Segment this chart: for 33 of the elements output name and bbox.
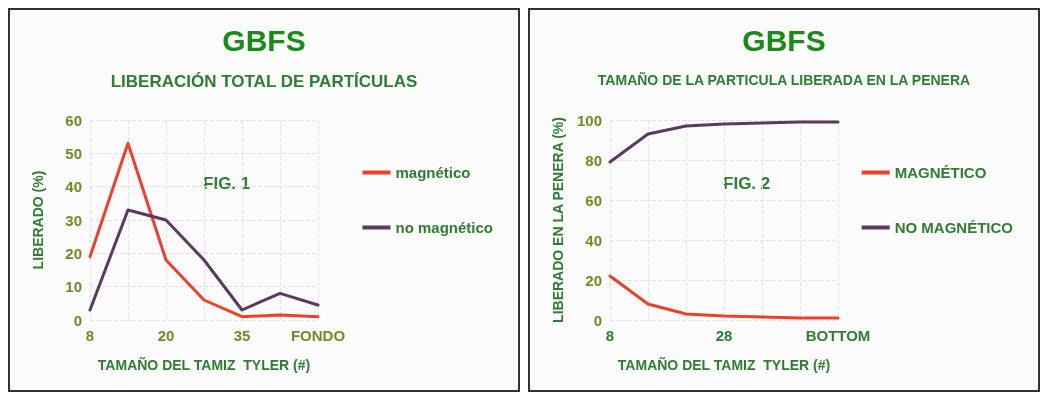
- y-tick-label: 40: [65, 178, 82, 196]
- y-tick-label: 0: [593, 311, 602, 329]
- x-tick-label: BOTTOM: [805, 327, 871, 344]
- y-tick-label: 50: [65, 144, 82, 162]
- x-tick-label: 20: [157, 327, 175, 344]
- y-tick-label: 0: [73, 311, 82, 329]
- legend-label: no magnético: [395, 219, 494, 236]
- legend-label: NO MAGNÉTICO: [894, 219, 1014, 236]
- x-tick-label: 28: [715, 327, 733, 344]
- y-axis-title: LIBERADO (%): [30, 170, 46, 270]
- y-tick-label: 20: [65, 244, 82, 262]
- chart-title: GBFS: [742, 23, 826, 57]
- x-tick-label: 8: [605, 327, 615, 344]
- x-axis-title: TAMAÑO DEL TAMIZ TYLER (#): [617, 356, 831, 373]
- y-tick-label: 40: [585, 231, 602, 249]
- chart-subtitle: TAMAÑO DE LA PARTICULA LIBERADA EN LA PENERA: [597, 71, 971, 88]
- chart-title: GBFS: [222, 23, 306, 57]
- legend-label: magnético: [395, 164, 471, 181]
- y-tick-label: 60: [585, 191, 602, 209]
- y-axis-title: LIBERADO EN LA PENERA (%): [550, 117, 566, 323]
- x-tick-label: 8: [85, 327, 95, 344]
- y-tick-label: 30: [65, 211, 82, 229]
- y-tick-label: 20: [585, 271, 602, 289]
- y-tick-label: 60: [65, 111, 82, 129]
- y-tick-label: 80: [585, 151, 602, 169]
- y-tick-label: 10: [65, 278, 82, 296]
- x-axis-title: TAMAÑO DEL TAMIZ TYLER (#): [97, 356, 311, 373]
- line-series: [88, 208, 320, 312]
- y-tick-label: 100: [576, 111, 602, 129]
- x-tick-label: FONDO: [290, 327, 346, 344]
- legend-label: MAGNÉTICO: [894, 164, 987, 181]
- x-tick-label: 35: [233, 327, 251, 344]
- chart-subtitle: LIBERACIÓN TOTAL DE PARTÍCULAS: [110, 72, 418, 91]
